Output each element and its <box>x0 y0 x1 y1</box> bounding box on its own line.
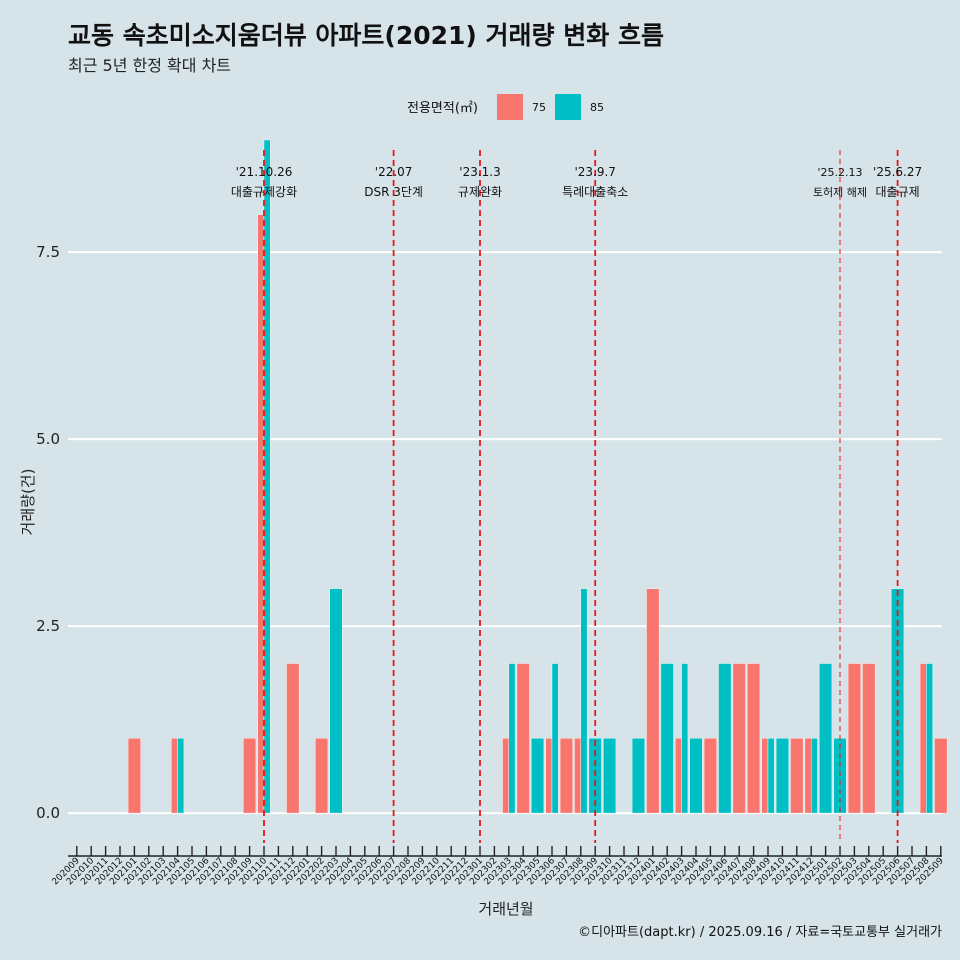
bar-75-202202 <box>315 738 329 814</box>
bar-85-202306 <box>551 663 559 814</box>
bar-75-202408 <box>747 663 761 814</box>
bar-75-202508 <box>919 663 927 814</box>
bar-75-202412 <box>804 738 812 814</box>
y-tick-label-3: 7.5 <box>36 243 60 261</box>
bar-75-202403 <box>675 738 682 814</box>
bar-75-202101 <box>127 738 141 814</box>
event-label-0: 대출규제강화 <box>231 185 297 199</box>
bar-75-202411 <box>790 738 804 814</box>
bar-75-202307 <box>559 738 573 814</box>
event-label-1: DSR 3단계 <box>364 185 423 199</box>
bar-85-202412 <box>811 738 818 814</box>
bar-85-202406 <box>718 663 732 814</box>
y-tick-label-2: 5.0 <box>36 430 60 448</box>
event-label-5: 대출규제 <box>876 185 920 199</box>
bar-85-202303 <box>508 663 516 814</box>
event-date-4: '25.2.13 <box>817 166 862 179</box>
event-label-2: 규제완화 <box>458 185 502 199</box>
bar-75-202110 <box>257 214 265 814</box>
page-title: 교동 속초미소지움더뷰 아파트(2021) 거래량 변화 흐름 <box>68 21 664 50</box>
bar-75-202303 <box>502 738 510 814</box>
event-lines: '21.10.26 대출규제강화 '22.07 DSR 3단계 '23.1.3 규제완화 '… <box>231 150 922 843</box>
legend-label-85: 85 <box>590 101 604 114</box>
bar-85-202402 <box>660 663 674 814</box>
event-date-5: '25.6.27 <box>873 165 922 179</box>
grid-lines <box>68 251 942 815</box>
event-date-0: '21.10.26 <box>236 165 293 179</box>
bar-85-202409 <box>767 738 775 814</box>
bar-85-202404 <box>689 738 703 814</box>
bar-75-202405 <box>703 738 717 814</box>
bar-75-202504 <box>862 663 876 814</box>
bar-75-202109 <box>243 738 257 814</box>
page-subtitle: 최근 5년 한정 확대 차트 <box>68 56 232 75</box>
bar-75-202409 <box>761 738 769 814</box>
y-axis-title: 거래량(건) <box>19 469 37 536</box>
event-label-3: 특례대출축소 <box>562 185 628 199</box>
bar-85-202110 <box>263 139 271 814</box>
legend-title: 전용면적(㎡) <box>407 101 478 116</box>
bar-75-202308 <box>574 738 582 814</box>
y-tick-label-1: 2.5 <box>36 617 60 635</box>
y-tick-label-0: 0.0 <box>36 804 60 822</box>
y-axis: 0.0 2.5 5.0 7.5 <box>36 243 60 822</box>
bar-75-202503 <box>847 663 861 814</box>
bar-85-202104 <box>177 738 185 814</box>
bar-75-202306 <box>545 738 553 814</box>
bar-75-202104 <box>171 738 178 814</box>
bar-85-202312 <box>631 738 645 814</box>
bar-75-202407 <box>732 663 746 814</box>
bar-85-202410 <box>775 738 789 814</box>
event-date-2: '23.1.3 <box>459 165 500 179</box>
x-axis: 2020092020102020112020122021012021022021… <box>51 846 946 887</box>
x-axis-title: 거래년월 <box>478 900 533 918</box>
bar-75-202509 <box>934 738 948 814</box>
legend: 전용면적(㎡) 75 85 <box>407 94 604 120</box>
caption: ©디아파트(dapt.kr) / 2025.09.16 / 자료=국토교통부 실… <box>578 925 942 940</box>
bar-85-202305 <box>531 738 545 814</box>
bar-85-202310 <box>603 738 617 814</box>
bar-85-202308 <box>580 588 588 814</box>
event-date-1: '22.07 <box>375 165 413 179</box>
legend-swatch-75 <box>497 94 523 120</box>
bar-75-202304 <box>516 663 530 814</box>
event-label-4: 토허제 해제 <box>813 185 867 199</box>
legend-swatch-85 <box>555 94 581 120</box>
bar-85-202501 <box>819 663 833 814</box>
bar-75-202112 <box>286 663 300 814</box>
legend-label-75: 75 <box>532 101 546 114</box>
event-date-3: '23.9.7 <box>574 165 615 179</box>
bars <box>127 139 948 814</box>
bar-75-202401 <box>646 588 660 814</box>
bar-85-202508 <box>926 663 933 814</box>
bar-85-202203 <box>329 588 343 814</box>
bar-85-202403 <box>681 663 689 814</box>
